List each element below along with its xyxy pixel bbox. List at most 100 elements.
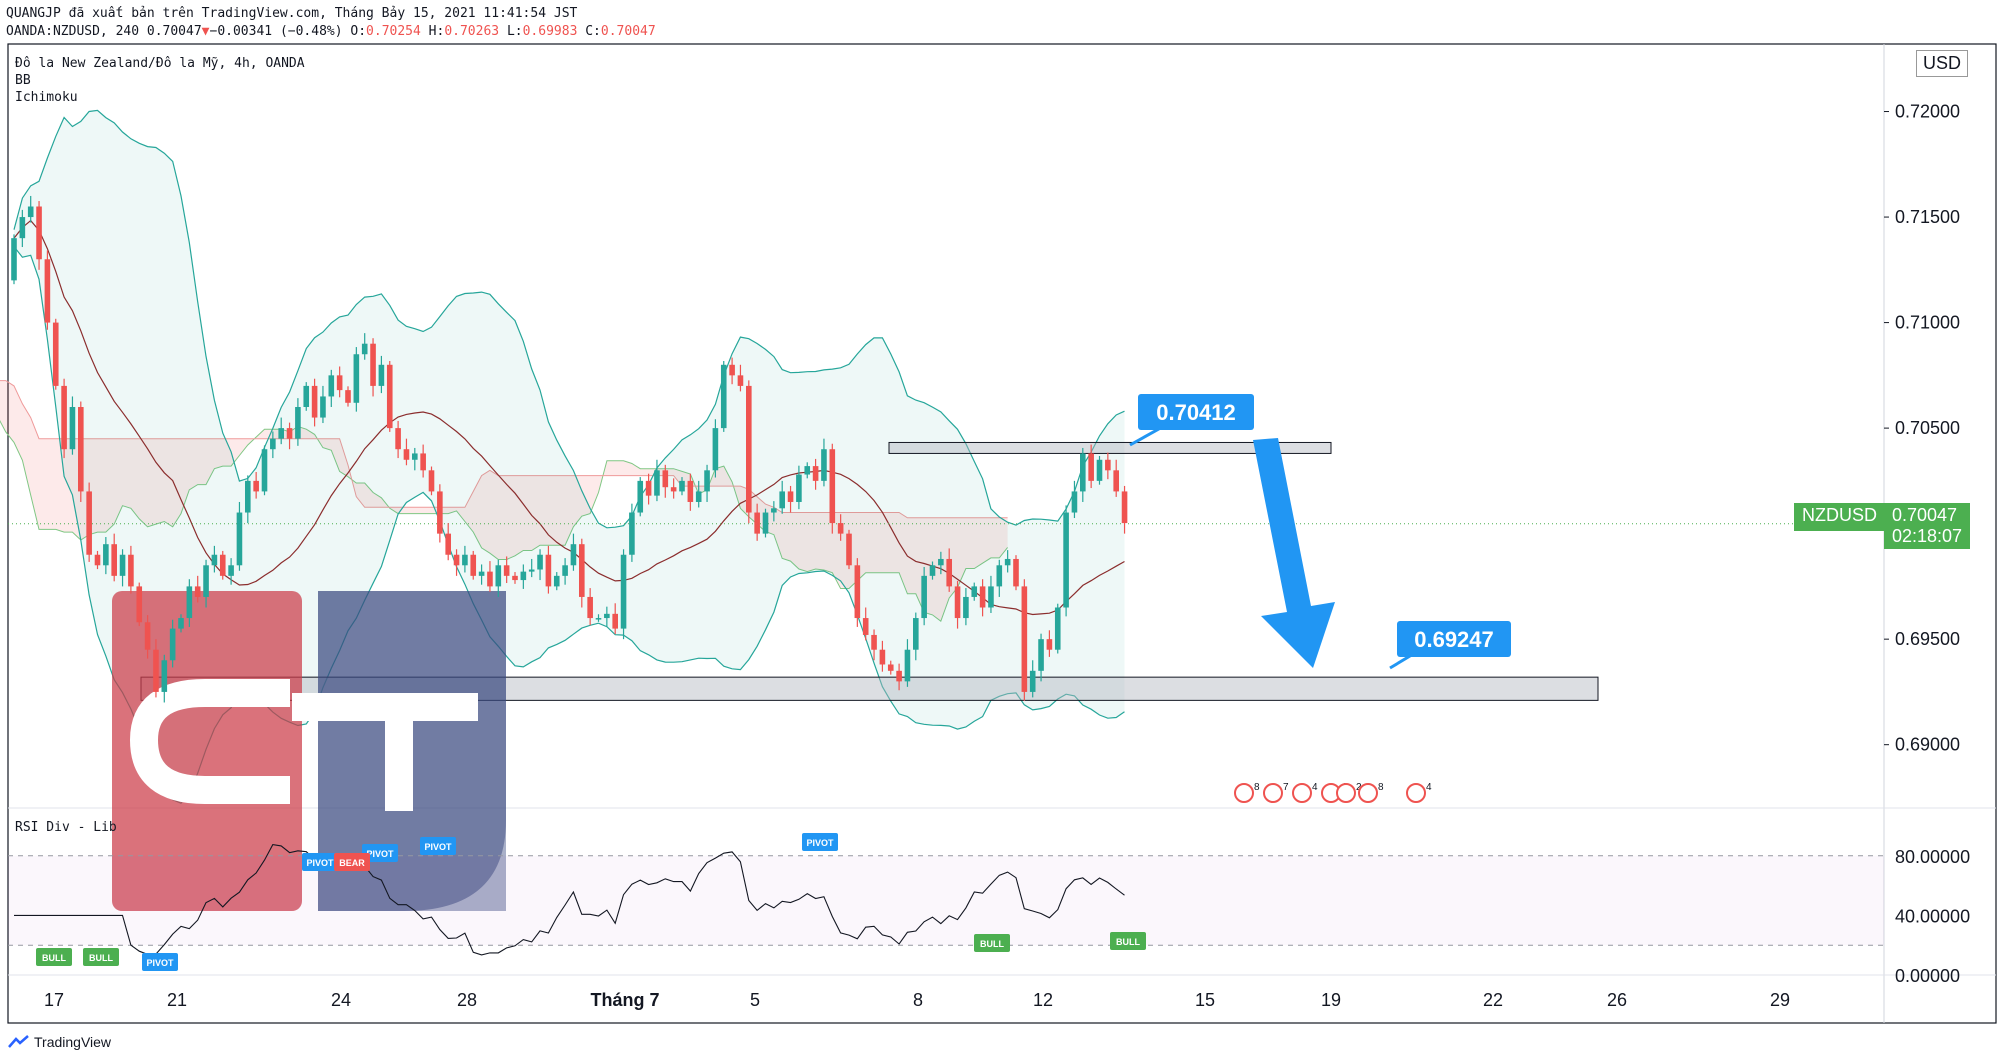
candle	[78, 401, 84, 502]
candle	[862, 607, 869, 641]
candle	[69, 396, 76, 455]
candle-body	[253, 480, 259, 492]
candle-body	[996, 565, 1003, 587]
candle	[136, 582, 143, 627]
candle	[453, 549, 460, 576]
candle-body	[219, 554, 226, 576]
candle	[720, 360, 727, 432]
candle	[1004, 550, 1011, 573]
candle-body	[228, 565, 234, 576]
candle	[746, 380, 752, 524]
candle	[1088, 444, 1094, 489]
candle-body	[245, 480, 251, 513]
candle-body	[871, 634, 877, 650]
candle	[270, 431, 276, 459]
candle-body	[128, 554, 134, 587]
candle	[361, 333, 368, 360]
candle-body	[503, 565, 510, 576]
event-flag-icon	[1292, 783, 1312, 803]
legend-ichimoku[interactable]: Ichimoku	[15, 90, 78, 105]
candle-body	[495, 565, 502, 587]
candle-body	[604, 613, 610, 619]
time-tick-label: 19	[1321, 990, 1341, 1010]
candle-body	[1046, 639, 1053, 650]
candle-body	[1004, 558, 1011, 566]
candle	[487, 561, 493, 592]
rsi-pivot-tag: PIVOT	[306, 858, 334, 868]
price-change: −0.00341 (−0.48%)	[209, 24, 343, 39]
candle	[887, 660, 894, 675]
candle	[1113, 459, 1119, 497]
candle-body	[704, 470, 710, 492]
rsi-bull-tag-bg	[1110, 932, 1146, 950]
last-price-label: 0.70047 02:18:07	[1884, 503, 1971, 549]
legend-rsi[interactable]: RSI Div - Lib	[15, 820, 117, 835]
candle	[537, 549, 543, 581]
time-tick-label: 29	[1770, 990, 1790, 1010]
candle	[336, 366, 343, 398]
candle-body	[86, 491, 92, 555]
candle	[779, 480, 785, 514]
candle-body	[837, 523, 844, 534]
candle-body	[1088, 453, 1094, 481]
candle-body	[579, 544, 585, 597]
candle	[178, 614, 184, 633]
time-tick-label: 21	[167, 990, 187, 1010]
candle-body	[27, 206, 34, 218]
candle-body	[921, 575, 927, 619]
candle	[219, 550, 226, 580]
rsi-bull-tag: BULL	[980, 939, 1004, 949]
candle-body	[161, 660, 168, 692]
publish-info: QUANGJP đã xuất bản trên TradingView.com…	[6, 6, 578, 21]
candle-body	[1121, 491, 1128, 524]
candle	[929, 561, 936, 580]
candle-body	[311, 385, 318, 418]
candle-body	[570, 544, 577, 566]
projection-arrow-icon	[1253, 438, 1335, 668]
candle-body	[119, 554, 126, 576]
candle	[169, 619, 176, 668]
candle	[512, 572, 518, 584]
candle-body	[737, 375, 744, 386]
candle	[1046, 630, 1053, 657]
candle	[587, 588, 593, 626]
candle	[1121, 485, 1128, 534]
candle-body	[879, 649, 886, 665]
candle	[1054, 603, 1061, 654]
candle-body	[938, 558, 944, 566]
candle	[737, 364, 744, 392]
candle-body	[295, 407, 301, 439]
open-value: 0.70254	[366, 24, 421, 39]
legend-bb[interactable]: BB	[15, 73, 31, 88]
price-tick-label: 0.71500	[1895, 207, 1960, 227]
event-flag-icon	[1406, 783, 1426, 803]
footer-brand[interactable]: TradingView	[8, 1034, 111, 1050]
legend-symbol: Đô la New Zealand/Đô la Mỹ, 4h, OANDA	[15, 56, 305, 71]
candle	[837, 514, 844, 541]
countdown-text: 02:18:07	[1892, 526, 1963, 546]
currency-selector[interactable]: USD	[1915, 50, 1968, 77]
candle-body	[796, 474, 802, 502]
candle	[445, 523, 451, 561]
candle-body	[169, 628, 176, 661]
candle	[495, 559, 502, 597]
candle	[612, 603, 618, 635]
candle	[787, 485, 794, 513]
candle-body	[103, 544, 109, 566]
candle	[804, 462, 811, 479]
rsi-pivot-tag-bg	[802, 833, 838, 851]
candle-body	[687, 480, 694, 502]
rsi-bull-tag-bg	[974, 934, 1010, 952]
candle	[579, 538, 585, 608]
candle	[403, 438, 410, 466]
rsi-pivot-tag: PIVOT	[424, 842, 452, 852]
candle	[228, 558, 234, 585]
ohlc-line: OANDA:NZDUSD, 240 0.70047▼−0.00341 (−0.4…	[6, 24, 656, 39]
candle	[236, 501, 243, 571]
candle	[194, 575, 201, 603]
candle	[1063, 505, 1069, 617]
candle-body	[637, 480, 644, 513]
event-badge-count: 4	[1312, 782, 1318, 793]
candle	[153, 639, 159, 698]
